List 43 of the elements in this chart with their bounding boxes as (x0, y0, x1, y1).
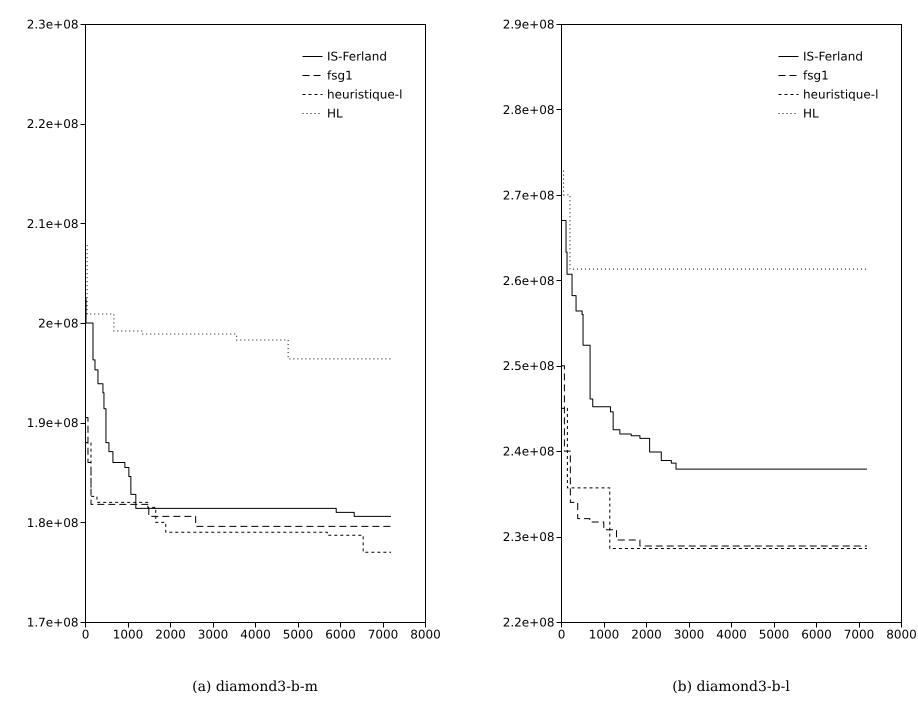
x-tick-label: 8000 (410, 628, 441, 642)
x-tick-label: 8000 (886, 628, 917, 642)
y-tick-label: 2.6e+08 (502, 274, 554, 288)
x-tick-label: 6000 (325, 628, 356, 642)
y-tick-label: 2.3e+08 (26, 18, 78, 32)
x-tick-label: 0 (82, 628, 90, 642)
x-tick-label: 1000 (112, 628, 144, 642)
x-tick-label: 3000 (674, 628, 704, 642)
legend-label: IS-Ferland (803, 50, 863, 64)
x-tick-label: 2000 (631, 628, 662, 642)
legend-label: fsg1 (327, 68, 353, 82)
x-tick-label: 4000 (240, 628, 271, 642)
y-tick-label: 2.1e+08 (26, 216, 78, 231)
y-tick-label: 2.9e+08 (502, 18, 554, 32)
y-tick-label: 2.2e+08 (502, 616, 554, 630)
x-tick-label: 5000 (758, 628, 790, 642)
y-tick-label: 2.5e+08 (502, 359, 554, 374)
y-tick-label: 2.7e+08 (502, 188, 554, 202)
text: (a) diamond3-b-m (192, 679, 318, 695)
x-tick-label: 7000 (844, 628, 874, 642)
x-tick-label: 1000 (588, 628, 620, 642)
x-tick-label: 3000 (198, 628, 228, 642)
legend-label: fsg1 (803, 68, 829, 82)
x-tick-label: 6000 (801, 628, 832, 642)
x-tick-label: 2000 (155, 628, 186, 642)
x-tick-label: 5000 (282, 628, 314, 642)
y-tick-label: 1.9e+08 (26, 416, 78, 430)
y-tick-label: 2.8e+08 (502, 102, 554, 117)
y-tick-label: 2.4e+08 (502, 444, 554, 459)
y-tick-label: 2.3e+08 (502, 530, 554, 544)
legend-label: heuristique-l (803, 88, 878, 102)
legend-label: heuristique-l (327, 88, 402, 102)
y-tick-label: 1.8e+08 (26, 516, 78, 530)
legend-label: HL (327, 106, 344, 120)
y-tick-label: 1.7e+08 (26, 616, 78, 630)
x-tick-label: 4000 (716, 628, 747, 642)
text: (b) diamond3-b-l (672, 679, 790, 695)
legend-label: IS-Ferland (327, 50, 387, 64)
y-tick-label: 2.2e+08 (26, 117, 78, 132)
legend-label: HL (803, 106, 820, 120)
x-tick-label: 0 (558, 628, 566, 642)
y-tick-label: 2e+08 (38, 316, 78, 330)
x-tick-label: 7000 (368, 628, 398, 642)
